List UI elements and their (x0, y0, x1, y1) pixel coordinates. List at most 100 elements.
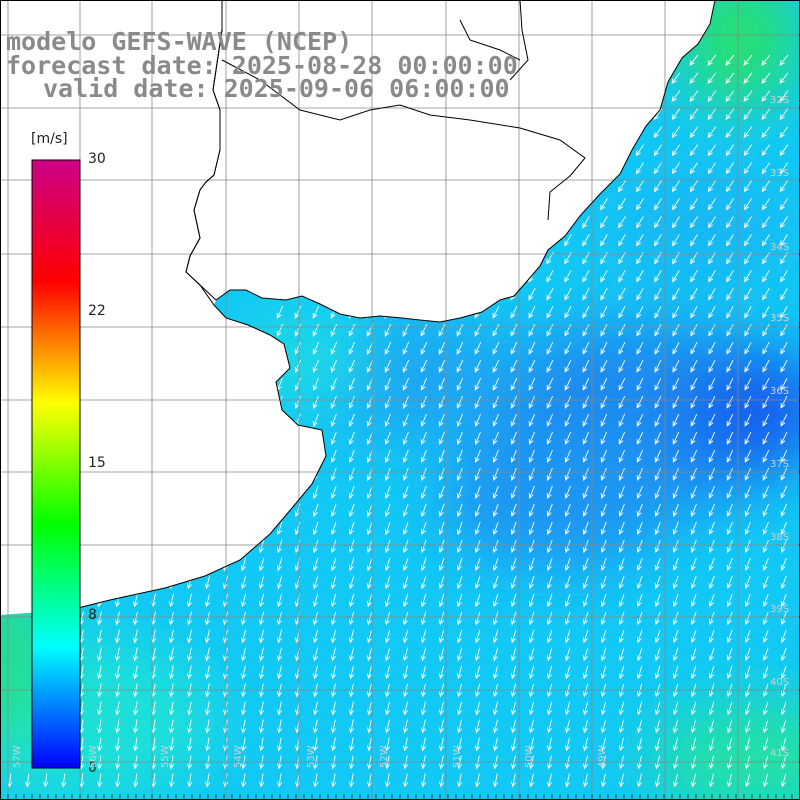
wind-arrow (384, 431, 391, 446)
wind-arrow (780, 737, 787, 752)
wind-arrow (726, 611, 733, 626)
wind-arrow (636, 557, 643, 572)
wind-arrow (690, 503, 697, 517)
wind-arrow (600, 521, 607, 536)
wind-arrow (186, 629, 193, 644)
wind-arrow (420, 611, 427, 626)
wind-arrow (492, 431, 499, 445)
wind-arrow (528, 737, 535, 752)
wind-arrow (726, 234, 734, 247)
wind-arrow (456, 449, 463, 463)
wind-arrow (366, 593, 373, 608)
wind-arrow (367, 773, 373, 788)
wind-arrow (528, 647, 535, 662)
wind-arrow (510, 629, 517, 644)
wind-arrow (402, 323, 410, 337)
wind-arrow (636, 485, 643, 499)
wind-arrow (240, 629, 246, 644)
wind-arrow (762, 647, 769, 662)
wind-arrow (690, 701, 697, 716)
wind-arrow (761, 144, 771, 157)
wind-arrow (672, 234, 680, 247)
wind-arrow (779, 198, 788, 211)
wind-arrow (492, 629, 499, 644)
wind-arrow (420, 323, 428, 337)
wind-arrow (492, 737, 499, 752)
wind-arrow (780, 647, 787, 662)
wind-arrow (330, 359, 337, 373)
wind-arrow (780, 413, 788, 427)
wind-arrow (187, 773, 193, 788)
wind-arrow (258, 557, 265, 572)
wind-arrow (348, 503, 355, 518)
wind-arrow (474, 521, 481, 536)
wind-arrow (618, 647, 625, 662)
wind-arrow (780, 629, 787, 644)
wind-arrow (636, 647, 643, 662)
wind-arrow (492, 701, 499, 716)
wind-arrow (312, 377, 319, 391)
lat-label: 38S (770, 532, 790, 543)
wind-arrow (708, 234, 716, 247)
wind-arrow (294, 377, 301, 391)
wind-arrow (762, 737, 769, 752)
wind-arrow (474, 305, 482, 319)
wind-arrow (600, 359, 608, 373)
wind-arrow (671, 90, 681, 103)
wind-arrow (708, 467, 716, 481)
wind-arrow (276, 539, 283, 554)
lake-outline (221, 59, 586, 221)
wind-arrow (97, 629, 103, 644)
wind-arrow (671, 108, 681, 121)
wind-arrow (725, 198, 734, 211)
wind-arrow (169, 647, 175, 662)
wind-arrow (474, 341, 482, 355)
wind-arrow (114, 593, 120, 608)
wind-arrow (762, 395, 770, 409)
wind-arrow (528, 521, 535, 536)
wind-arrow (385, 719, 391, 734)
wind-arrow (384, 377, 391, 391)
wind-arrow (582, 431, 590, 445)
wind-arrow (600, 306, 608, 319)
wind-arrow (330, 467, 337, 482)
wind-arrow (492, 665, 499, 680)
wind-arrow (744, 324, 752, 337)
colorbar-tick-30: 30 (88, 151, 106, 167)
wind-arrow (456, 611, 463, 626)
wind-arrow (276, 503, 283, 518)
wind-arrow (366, 503, 373, 518)
wind-arrow (366, 431, 373, 446)
wind-arrow (420, 521, 427, 536)
wind-arrow (762, 611, 769, 626)
wind-arrow (779, 180, 789, 193)
wind-arrow (402, 593, 409, 608)
wind-arrow (690, 557, 697, 572)
wind-arrow (510, 323, 518, 337)
wind-arrow (384, 701, 391, 716)
wind-arrow (546, 521, 553, 536)
wind-arrow (528, 395, 536, 409)
wind-arrow (349, 773, 355, 788)
wind-arrow (438, 575, 445, 590)
lon-label: 57W (12, 745, 23, 768)
wind-arrow (438, 431, 445, 445)
wind-arrow (654, 324, 662, 337)
wind-arrow (276, 305, 284, 319)
wind-arrow (546, 306, 554, 319)
wind-arrow (529, 773, 535, 788)
wind-arrow (582, 647, 589, 662)
wind-arrow (635, 162, 644, 175)
wind-arrow (636, 198, 644, 211)
wind-arrow (385, 773, 391, 788)
wind-arrow (780, 701, 787, 716)
wind-arrow (403, 773, 409, 788)
wind-arrow (510, 341, 518, 355)
wind-arrow (600, 413, 608, 427)
wind-arrow (528, 341, 536, 355)
wind-arrow (708, 360, 716, 373)
wind-arrow (348, 395, 355, 409)
wind-arrow (456, 719, 463, 734)
wind-arrow (762, 234, 770, 247)
wind-arrow (744, 737, 751, 752)
